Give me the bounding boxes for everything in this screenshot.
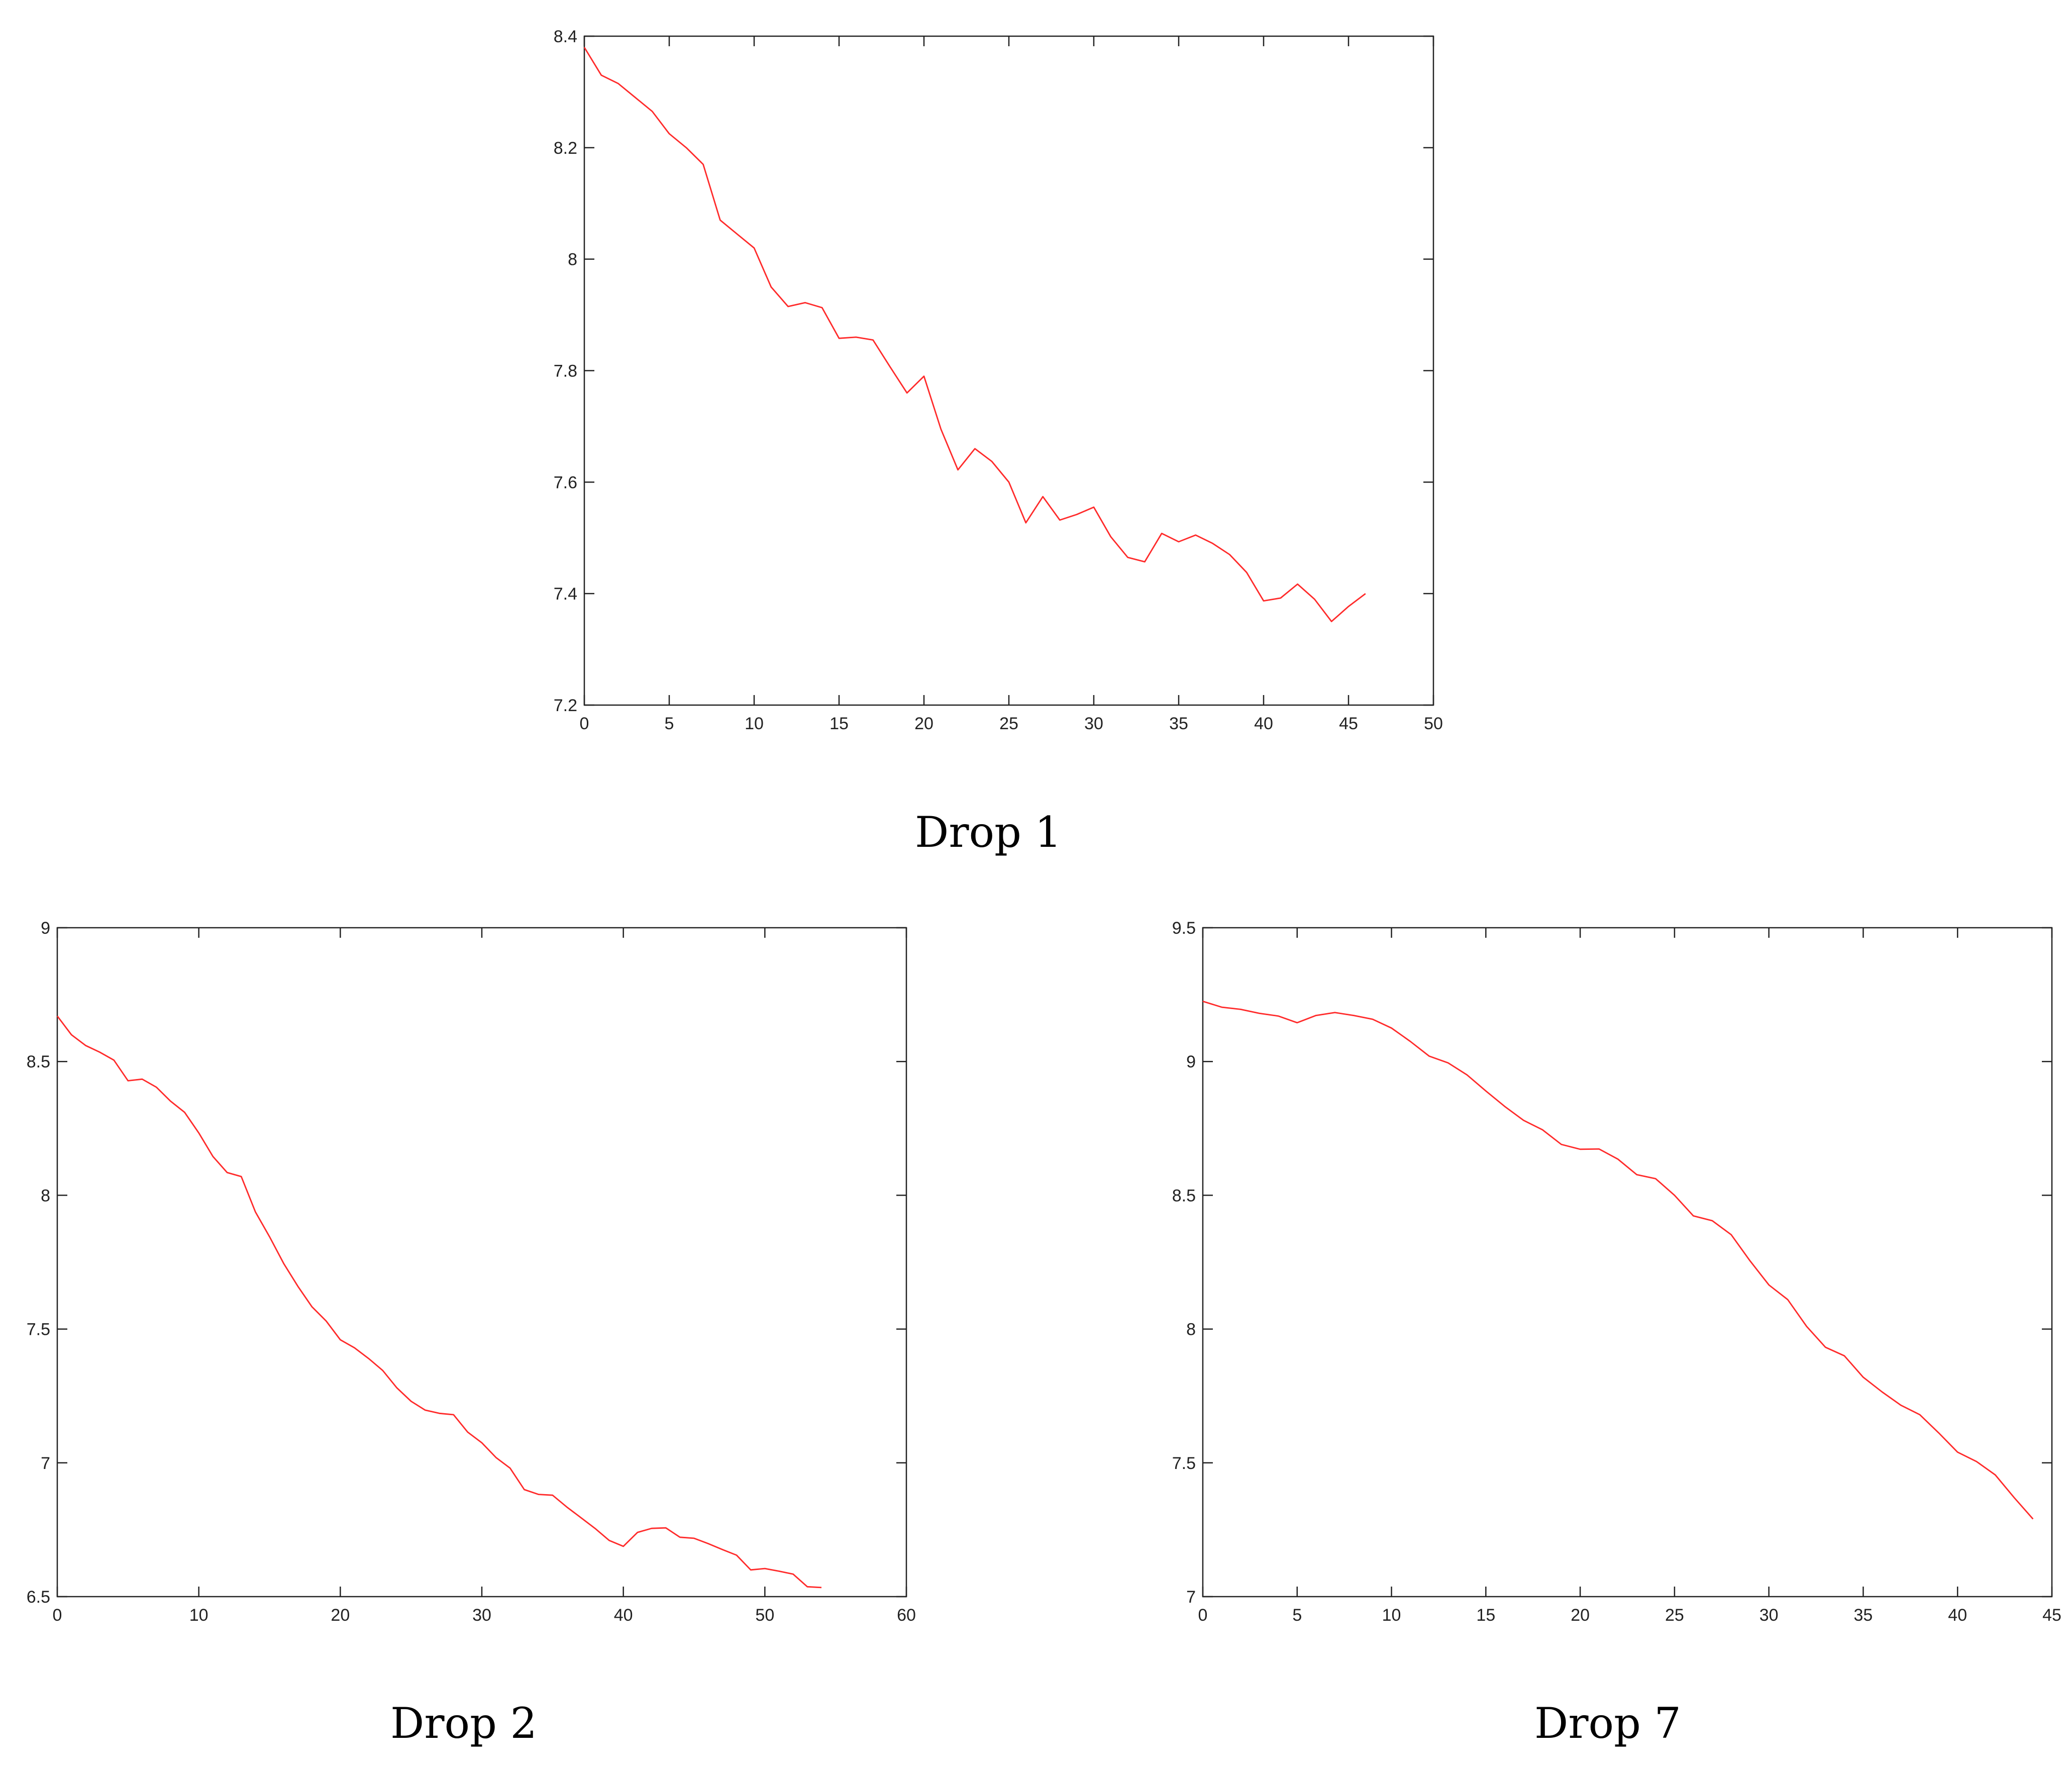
y-tick-label: 7.8 <box>554 362 577 381</box>
x-tick-label: 20 <box>914 714 934 733</box>
y-tick-label: 8 <box>41 1186 50 1205</box>
x-tick-label: 30 <box>472 1606 491 1625</box>
y-tick-label: 9 <box>41 919 50 938</box>
x-tick-label: 0 <box>1198 1606 1208 1625</box>
x-tick-label: 5 <box>1292 1606 1302 1625</box>
y-tick-label: 7.5 <box>27 1320 50 1339</box>
x-tick-label: 45 <box>2042 1606 2061 1625</box>
y-tick-label: 8 <box>1186 1320 1196 1339</box>
y-tick-label: 7 <box>1186 1588 1196 1607</box>
axes-drop-2: 0 10 20 30 40 50 60 6.5 7 7.5 8 8.5 9 <box>27 919 916 1625</box>
chart-panel-drop-1: 0 5 10 15 20 25 30 35 40 45 507.27.47.67.888.28.4 … <box>554 27 1443 857</box>
y-tick-label: 8.4 <box>554 27 577 46</box>
x-tick-label: 60 <box>897 1606 916 1625</box>
chart-panel-drop-7: 0 5 10 15 20 25 30 35 40 45 7 7.5 8 8.5 9 9.5 Drop 7 <box>1172 919 2061 1748</box>
x-tick-label: 20 <box>331 1606 350 1625</box>
plot-frame <box>1202 927 2053 1598</box>
y-tick-label: 8 <box>568 250 577 269</box>
x-tick-label: 35 <box>1854 1606 1873 1625</box>
x-tick-label: 20 <box>1571 1606 1590 1625</box>
caption-drop-7: Drop 7 <box>1534 1699 1681 1748</box>
x-tick-label: 10 <box>1382 1606 1401 1625</box>
x-tick-label: 40 <box>1254 714 1273 733</box>
x-tick-label: 45 <box>1339 714 1358 733</box>
x-tick-label: 30 <box>1084 714 1103 733</box>
x-tick-label: 0 <box>580 714 589 733</box>
x-tick-label: 5 <box>665 714 674 733</box>
x-tick-label: 15 <box>1476 1606 1495 1625</box>
axes-drop-1: 0 5 10 15 20 25 30 35 40 45 50 7.2 7.4 7.6 7.8 8 8.2 8.4 <box>554 27 1443 733</box>
x-tick-label: 50 <box>755 1606 774 1625</box>
x-tick-label: 10 <box>745 714 764 733</box>
x-tick-label: 25 <box>1665 1606 1684 1625</box>
x-tick-label: 50 <box>1424 714 1443 733</box>
x-tick-label: 35 <box>1169 714 1188 733</box>
x-tick-label: 25 <box>999 714 1018 733</box>
x-tick-label: 10 <box>189 1606 209 1625</box>
series-line-drop-1 <box>583 47 1366 622</box>
y-tick-label: 7.5 <box>1172 1454 1196 1473</box>
y-tick-label: 7.6 <box>554 473 577 492</box>
x-tick-label: 30 <box>1759 1606 1779 1625</box>
chart-panel-drop-2: 0 10 20 30 40 50 60 6.5 7 7.5 8 8.5 9 Drop 2 <box>27 919 916 1748</box>
y-tick-label: 8.2 <box>554 139 577 158</box>
series-line-drop-2 <box>56 1015 822 1589</box>
y-tick-label: 7 <box>41 1454 50 1473</box>
axes-drop-7: 0 5 10 15 20 25 30 35 40 45 7 7.5 8 8.5 9 9.5 <box>1172 919 2061 1625</box>
y-tick-label: 7.2 <box>554 696 577 715</box>
y-tick-label: 8.5 <box>27 1052 50 1071</box>
y-tick-label: 9 <box>1186 1052 1196 1071</box>
x-tick-label: 40 <box>614 1606 633 1625</box>
x-tick-label: 15 <box>830 714 849 733</box>
y-tick-label: 8.5 <box>1172 1186 1196 1205</box>
caption-drop-1: Drop 1 <box>915 808 1062 857</box>
y-tick-label: 6.5 <box>27 1588 50 1607</box>
y-tick-label: 7.4 <box>554 584 577 604</box>
caption-drop-2: Drop 2 <box>390 1699 537 1748</box>
series-line-drop-7 <box>1202 1001 2034 1520</box>
x-tick-label: 40 <box>1948 1606 1967 1625</box>
y-tick-label: 9.5 <box>1172 919 1196 938</box>
x-tick-label: 0 <box>53 1606 62 1625</box>
